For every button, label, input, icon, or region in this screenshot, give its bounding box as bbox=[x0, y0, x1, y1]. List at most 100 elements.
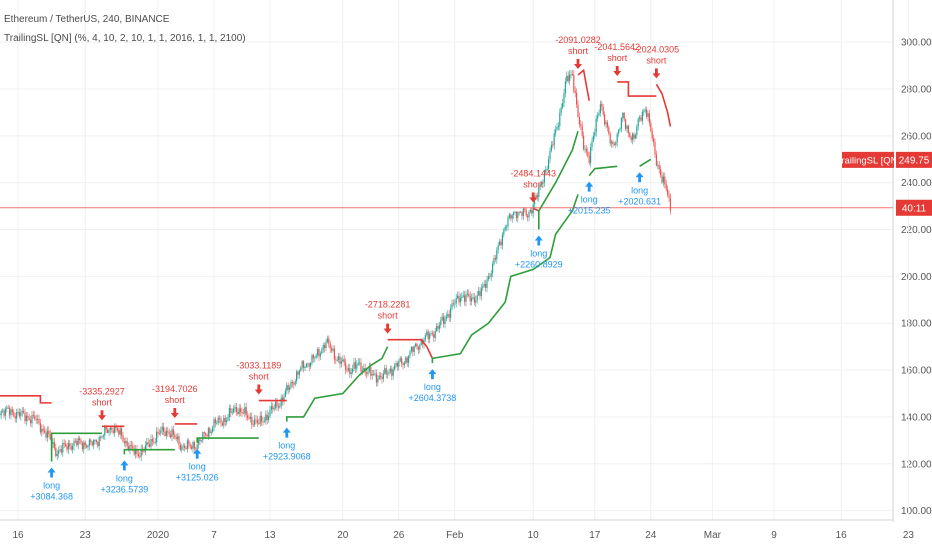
candle-body bbox=[4, 409, 6, 416]
signal-value: -2041.5642 bbox=[594, 42, 640, 52]
candle-body bbox=[175, 437, 177, 440]
short-arrow-icon bbox=[613, 65, 622, 76]
candle-body bbox=[462, 295, 464, 297]
candle-body bbox=[339, 356, 341, 365]
candle-body bbox=[108, 430, 110, 433]
candle-body bbox=[402, 363, 404, 365]
candle-body bbox=[336, 359, 338, 361]
candle-body bbox=[144, 445, 146, 452]
trailing-stop-long bbox=[196, 437, 259, 443]
candle-body bbox=[655, 154, 657, 166]
candle-body bbox=[653, 138, 655, 143]
candle-body bbox=[107, 429, 109, 433]
candle-body bbox=[377, 378, 379, 383]
candle-body bbox=[221, 423, 223, 426]
short-arrow-icon bbox=[529, 192, 538, 203]
candle-body bbox=[354, 362, 356, 369]
candle-body bbox=[665, 183, 667, 190]
long-arrow-icon bbox=[282, 427, 291, 438]
candle-body bbox=[569, 74, 571, 81]
candle-body bbox=[6, 407, 8, 410]
candle-body bbox=[338, 356, 340, 360]
indicator-label-box bbox=[842, 151, 894, 168]
candle-body bbox=[546, 168, 548, 170]
candle-body bbox=[304, 366, 306, 369]
x-tick-label: Feb bbox=[446, 530, 464, 541]
candle-body bbox=[529, 209, 531, 212]
candle-body bbox=[310, 363, 312, 367]
candle-body bbox=[592, 135, 594, 142]
candle-body bbox=[597, 115, 599, 119]
candle-body bbox=[244, 407, 246, 414]
candle-body bbox=[564, 81, 566, 94]
candle-body bbox=[263, 421, 265, 423]
candle-body bbox=[214, 419, 216, 424]
candle-body bbox=[111, 427, 113, 430]
candle-body bbox=[623, 112, 625, 120]
candle-body bbox=[188, 440, 190, 445]
long-arrow-icon bbox=[428, 369, 437, 380]
x-tick-label: 10 bbox=[528, 530, 540, 541]
candle-body bbox=[129, 444, 131, 451]
candle-body bbox=[451, 303, 453, 309]
candle-body bbox=[427, 331, 429, 340]
candle-body bbox=[294, 381, 296, 385]
candle-body bbox=[34, 415, 36, 420]
candle-body bbox=[212, 427, 214, 432]
short-signal: short-2041.5642 bbox=[594, 42, 640, 76]
candle-body bbox=[599, 103, 601, 113]
candle-body bbox=[307, 363, 309, 365]
candle-body bbox=[14, 416, 16, 419]
candle-body bbox=[151, 439, 153, 442]
candle-body bbox=[137, 453, 139, 457]
candle-body bbox=[32, 415, 34, 416]
short-arrow-icon bbox=[652, 68, 661, 79]
candle-body bbox=[30, 419, 32, 424]
candle-body bbox=[241, 411, 243, 414]
candle-body bbox=[507, 217, 509, 227]
candle-body bbox=[240, 408, 242, 412]
candle-body bbox=[643, 111, 645, 113]
candle-body bbox=[35, 419, 37, 421]
candle-body bbox=[182, 445, 184, 447]
candle-body bbox=[668, 194, 670, 198]
candle-body bbox=[399, 358, 401, 362]
candle-body bbox=[405, 357, 407, 363]
candle-body bbox=[360, 362, 362, 372]
candle-body bbox=[199, 439, 201, 442]
signal-label: short bbox=[249, 372, 270, 382]
candle-body bbox=[177, 436, 179, 440]
candle-body bbox=[661, 175, 663, 183]
candle-body bbox=[83, 442, 85, 450]
candle-body bbox=[27, 415, 29, 419]
candle-body bbox=[409, 351, 411, 357]
candle-body bbox=[286, 385, 288, 391]
candle-body bbox=[42, 428, 44, 431]
candle-body bbox=[552, 144, 554, 146]
candle-body bbox=[237, 411, 239, 414]
candles bbox=[0, 69, 671, 461]
candle-body bbox=[472, 297, 474, 298]
candle-body bbox=[146, 442, 148, 446]
candle-body bbox=[398, 361, 400, 367]
candle-body bbox=[325, 342, 327, 349]
candle-body bbox=[583, 135, 585, 150]
candle-body bbox=[287, 385, 289, 390]
candle-body bbox=[224, 417, 226, 423]
candle-body bbox=[98, 436, 100, 447]
candle-body bbox=[389, 368, 391, 372]
candle-body bbox=[342, 359, 344, 362]
candle-body bbox=[646, 109, 648, 117]
candle-body bbox=[517, 212, 519, 219]
indicator-legend[interactable]: TrailingSL [QN] (%, 4, 10, 2, 10, 1, 1, … bbox=[4, 33, 246, 44]
candle-body bbox=[283, 396, 285, 402]
candle-body bbox=[436, 326, 438, 331]
candle-body bbox=[72, 446, 74, 450]
candle-body bbox=[178, 436, 180, 445]
candle-body bbox=[258, 423, 260, 424]
candle-body bbox=[136, 449, 138, 454]
candle-body bbox=[174, 434, 176, 438]
candle-body bbox=[356, 364, 358, 369]
